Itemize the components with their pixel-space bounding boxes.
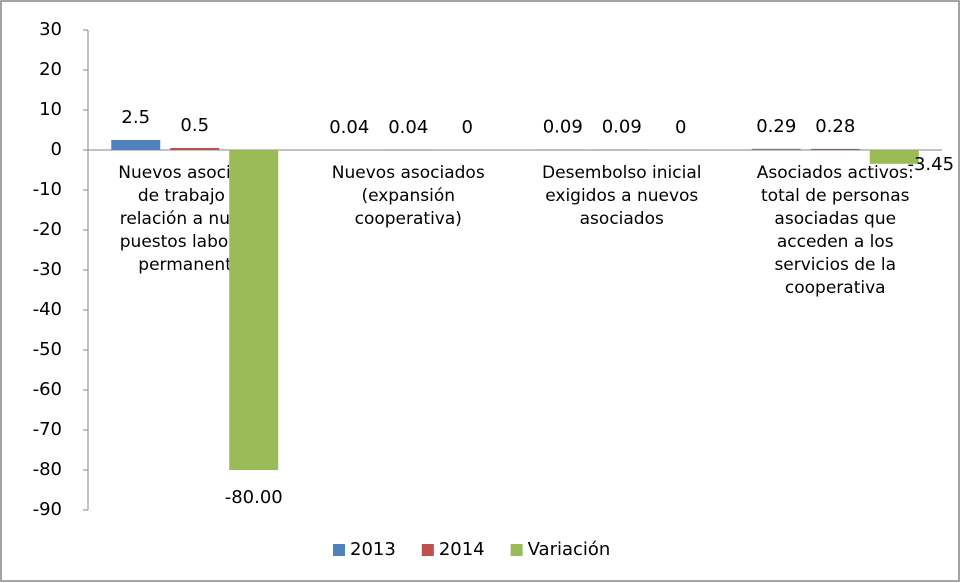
x-tick-label: Nuevos asociados (expansión cooperativa) [331,163,485,229]
category-label-box: Desembolso inicial exigidos a nuevos aso… [542,163,702,229]
legend-swatch [510,544,523,556]
legend-swatch [333,544,345,556]
bar [170,148,220,150]
y-tick-label: 20 [39,59,62,80]
y-tick-label: -90 [33,499,62,520]
y-tick-label: 30 [39,19,62,40]
category-label-box: Asociados activos: total de personas aso… [756,163,914,298]
data-label: 0 [675,117,686,138]
data-label: -80.00 [225,487,283,508]
data-label: 0 [462,117,473,138]
data-label: 0.28 [815,116,855,137]
y-tick-label: -40 [33,299,62,320]
data-label: -3.45 [907,154,954,175]
bar [751,148,801,150]
y-tick-label: -50 [33,339,62,360]
bar [111,140,161,150]
x-tick-label: Desembolso inicial exigidos a nuevos aso… [542,163,702,229]
y-tick-label: -80 [33,459,62,480]
bar [869,150,919,164]
y-tick-label: 0 [51,139,62,160]
data-label: 0.04 [329,117,369,138]
bar [229,150,279,470]
legend-label: Variación [528,539,611,560]
data-label: 0.09 [543,117,583,138]
y-tick-label: -10 [33,179,62,200]
bar [810,148,860,150]
data-label: 0.09 [602,117,642,138]
y-tick-label: -60 [33,379,62,400]
y-tick-label: -20 [33,219,62,240]
legend-swatch [421,544,434,556]
y-tick-label: 10 [39,99,62,120]
legend-label: 2014 [439,539,485,560]
y-tick-label: -70 [33,419,62,440]
category-label-box: Nuevos asociados (expansión cooperativa) [331,163,485,229]
legend-label: 2013 [350,539,396,560]
data-label: 0.29 [756,116,796,137]
data-label: 0.5 [180,115,209,136]
data-label: 2.5 [121,107,150,128]
y-tick-label: -30 [33,259,62,280]
x-tick-label: Asociados activos: total de personas aso… [756,163,914,298]
data-label: 0.04 [388,117,428,138]
